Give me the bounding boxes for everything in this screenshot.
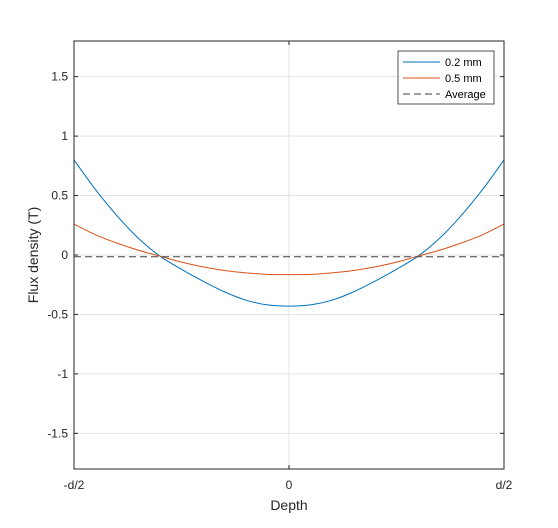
x-axis-label: Depth [270, 497, 307, 513]
y-tick-label: 1 [61, 129, 68, 143]
series-line-1 [73, 223, 505, 276]
legend-label-0: 0.2 mm [445, 57, 482, 69]
axis-ticks: -1.5 -1 -0.5 0 0.5 1 1.5 -d/2 0 d/2 [47, 41, 513, 492]
legend-label-1: 0.5 mm [445, 73, 482, 85]
y-tick-label: -1 [57, 367, 68, 381]
y-tick-label: 1.5 [51, 70, 68, 84]
x-tick-label: -d/2 [64, 478, 85, 492]
x-tick-label: 0 [286, 478, 293, 492]
y-tick-label: 0.5 [51, 189, 68, 203]
x-tick-label: d/2 [496, 478, 513, 492]
y-tick-label: 0 [61, 248, 68, 262]
y-tick-label: -1.5 [47, 426, 68, 440]
legend-label-2: Average [445, 89, 486, 101]
series-group [73, 159, 505, 307]
series-line-0 [73, 159, 505, 307]
legend: 0.2 mm 0.5 mm Average [397, 50, 495, 105]
y-tick-label: -0.5 [47, 307, 68, 321]
y-axis-label: Flux density (T) [25, 207, 41, 303]
